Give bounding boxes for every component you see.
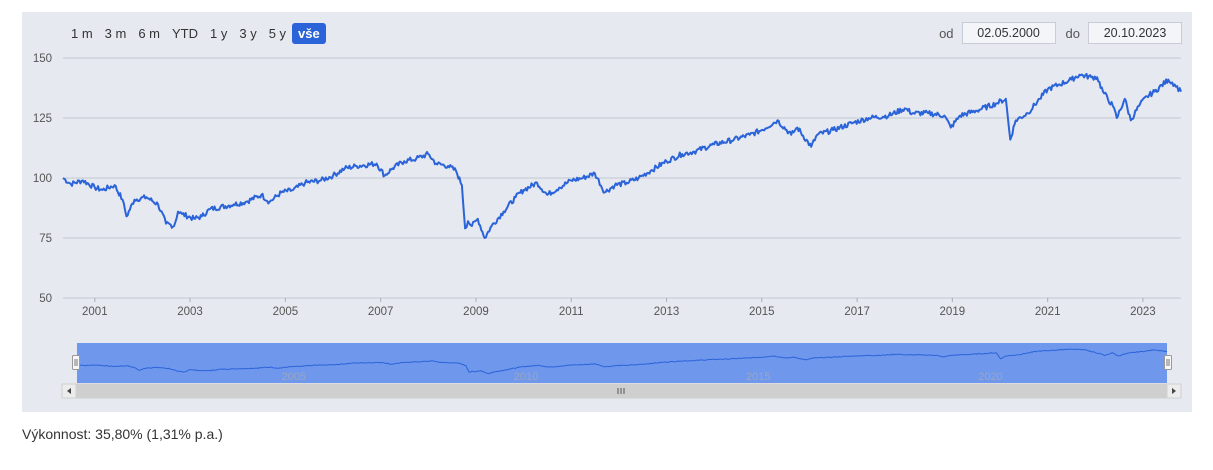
range-button-1m[interactable]: 1 m	[71, 26, 93, 41]
range-button-6m[interactable]: 6 m	[138, 26, 161, 41]
x-tick-label: 2007	[368, 306, 394, 318]
arrow-right-icon	[1172, 388, 1176, 394]
x-tick-label: 2009	[463, 306, 489, 318]
line-chart: 50 75 100 125 150 2001 2003 2005 2007 2009 2011 201…	[33, 53, 1182, 399]
navigator-x-tick-label: 2015	[746, 371, 770, 383]
navigator-x-tick-label: 2005	[282, 371, 306, 383]
x-tick-label: 2001	[82, 306, 108, 318]
range-button-ytd[interactable]: YTD	[172, 26, 199, 41]
price-series-line	[62, 72, 1182, 239]
y-tick-label: 50	[39, 293, 52, 305]
navigator-series-line	[76, 348, 1168, 375]
chart-container: 1 m 3 m 6 m YTD 1 y 3 y 5 y vše od 02.05…	[22, 12, 1192, 412]
arrow-left-icon	[67, 388, 71, 394]
x-tick-label: 2023	[1130, 306, 1156, 318]
navigator-mask[interactable]	[77, 343, 1167, 383]
navigator-handle-left[interactable]	[72, 355, 80, 370]
range-button-1y[interactable]: 1 y	[210, 26, 228, 41]
x-tick-label: 2017	[844, 306, 870, 318]
range-button-5y[interactable]: 5 y	[268, 26, 287, 41]
y-tick-label: 150	[33, 53, 52, 65]
x-tick-label: 2005	[273, 306, 299, 318]
range-button-all[interactable]: vše	[292, 23, 326, 44]
date-from-input[interactable]: 02.05.2000	[961, 22, 1056, 44]
x-tick-label: 2011	[559, 306, 584, 318]
range-selector: 1 m 3 m 6 m YTD 1 y 3 y 5 y vše	[65, 23, 326, 44]
date-range-inputs: od 02.05.2000 do 20.10.2023	[939, 22, 1182, 44]
y-tick-label: 100	[33, 173, 52, 185]
x-tick-label: 2021	[1035, 306, 1061, 318]
y-tick-label: 75	[39, 233, 52, 245]
date-to-label: do	[1065, 25, 1080, 41]
range-button-3m[interactable]: 3 m	[104, 26, 127, 41]
x-tick-label: 2003	[177, 306, 203, 318]
x-tick-label: 2013	[654, 306, 680, 318]
range-button-3y[interactable]: 3 y	[239, 26, 257, 41]
date-from-label: od	[939, 25, 954, 41]
performance-summary: Výkonnost: 35,80% (1,31% p.a.)	[22, 426, 223, 442]
x-tick-label: 2019	[940, 306, 966, 318]
y-tick-label: 125	[33, 113, 52, 125]
x-tick-label: 2015	[749, 306, 775, 318]
navigator-x-tick-label: 2020	[978, 371, 1002, 383]
navigator-x-tick-label: 2010	[514, 371, 538, 383]
navigator-handle-right[interactable]	[1164, 355, 1172, 370]
date-to-input[interactable]: 20.10.2023	[1088, 22, 1182, 44]
